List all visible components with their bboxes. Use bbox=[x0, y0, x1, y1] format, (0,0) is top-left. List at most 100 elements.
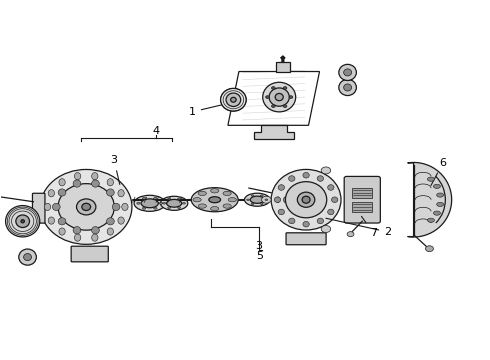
FancyBboxPatch shape bbox=[344, 176, 380, 223]
Ellipse shape bbox=[251, 195, 254, 197]
Ellipse shape bbox=[182, 203, 186, 204]
Ellipse shape bbox=[76, 199, 96, 215]
Ellipse shape bbox=[73, 226, 81, 234]
Ellipse shape bbox=[427, 218, 435, 222]
Ellipse shape bbox=[58, 184, 114, 230]
Ellipse shape bbox=[289, 218, 295, 224]
Text: 4: 4 bbox=[152, 126, 160, 135]
FancyBboxPatch shape bbox=[71, 246, 108, 262]
Text: 6: 6 bbox=[431, 158, 446, 185]
Ellipse shape bbox=[74, 234, 81, 241]
Ellipse shape bbox=[48, 190, 54, 197]
Ellipse shape bbox=[198, 204, 206, 208]
Ellipse shape bbox=[92, 180, 99, 187]
Ellipse shape bbox=[41, 170, 132, 244]
Ellipse shape bbox=[284, 197, 287, 202]
Ellipse shape bbox=[339, 64, 356, 81]
Ellipse shape bbox=[106, 189, 114, 196]
Ellipse shape bbox=[437, 202, 443, 207]
Ellipse shape bbox=[343, 84, 351, 91]
Ellipse shape bbox=[283, 87, 287, 89]
Ellipse shape bbox=[297, 192, 315, 207]
Ellipse shape bbox=[168, 198, 171, 200]
Ellipse shape bbox=[223, 204, 231, 208]
Ellipse shape bbox=[220, 88, 246, 111]
Ellipse shape bbox=[262, 196, 271, 203]
Ellipse shape bbox=[167, 199, 182, 207]
Ellipse shape bbox=[209, 197, 221, 203]
Ellipse shape bbox=[347, 231, 354, 237]
Ellipse shape bbox=[303, 172, 309, 178]
Bar bbox=[275, 62, 290, 72]
Ellipse shape bbox=[122, 203, 128, 211]
Ellipse shape bbox=[328, 209, 334, 215]
Ellipse shape bbox=[73, 180, 81, 187]
Ellipse shape bbox=[92, 234, 98, 241]
Ellipse shape bbox=[106, 218, 114, 225]
Ellipse shape bbox=[177, 207, 181, 208]
Ellipse shape bbox=[58, 189, 66, 196]
Ellipse shape bbox=[339, 80, 356, 95]
Ellipse shape bbox=[265, 199, 268, 201]
Ellipse shape bbox=[226, 93, 241, 107]
Ellipse shape bbox=[434, 211, 441, 215]
Ellipse shape bbox=[59, 228, 65, 235]
Ellipse shape bbox=[82, 203, 91, 211]
Ellipse shape bbox=[92, 226, 99, 234]
Ellipse shape bbox=[141, 199, 158, 208]
Ellipse shape bbox=[211, 207, 219, 211]
Ellipse shape bbox=[24, 253, 31, 261]
FancyArrow shape bbox=[281, 56, 285, 62]
Text: 5: 5 bbox=[256, 251, 263, 261]
Ellipse shape bbox=[289, 176, 295, 181]
Ellipse shape bbox=[154, 207, 157, 209]
Ellipse shape bbox=[317, 176, 323, 181]
Ellipse shape bbox=[278, 209, 285, 215]
Ellipse shape bbox=[271, 87, 275, 89]
Ellipse shape bbox=[5, 206, 40, 237]
Ellipse shape bbox=[245, 193, 270, 206]
Text: 7: 7 bbox=[362, 216, 377, 238]
Ellipse shape bbox=[246, 199, 249, 201]
Ellipse shape bbox=[134, 195, 165, 211]
Ellipse shape bbox=[231, 97, 236, 102]
Ellipse shape bbox=[48, 217, 54, 224]
Ellipse shape bbox=[58, 218, 66, 225]
Ellipse shape bbox=[321, 225, 331, 233]
Ellipse shape bbox=[191, 188, 238, 212]
Text: 1: 1 bbox=[189, 102, 235, 117]
Ellipse shape bbox=[250, 196, 264, 203]
Ellipse shape bbox=[303, 221, 309, 227]
Ellipse shape bbox=[59, 179, 65, 186]
Ellipse shape bbox=[143, 207, 146, 209]
Ellipse shape bbox=[269, 88, 289, 106]
Ellipse shape bbox=[160, 196, 188, 210]
Ellipse shape bbox=[198, 191, 206, 195]
Ellipse shape bbox=[107, 228, 114, 235]
Ellipse shape bbox=[271, 105, 275, 108]
Ellipse shape bbox=[277, 197, 279, 202]
Ellipse shape bbox=[16, 215, 29, 228]
Ellipse shape bbox=[92, 172, 98, 180]
Ellipse shape bbox=[143, 197, 146, 199]
Ellipse shape bbox=[434, 184, 441, 188]
Ellipse shape bbox=[159, 202, 163, 204]
Ellipse shape bbox=[107, 179, 114, 186]
Ellipse shape bbox=[177, 198, 181, 200]
Ellipse shape bbox=[112, 203, 120, 211]
Ellipse shape bbox=[425, 246, 434, 252]
Ellipse shape bbox=[193, 198, 201, 202]
Ellipse shape bbox=[211, 189, 219, 193]
Ellipse shape bbox=[286, 182, 327, 218]
Ellipse shape bbox=[266, 96, 270, 98]
Ellipse shape bbox=[251, 203, 254, 204]
Polygon shape bbox=[408, 162, 452, 237]
Ellipse shape bbox=[278, 185, 285, 190]
Ellipse shape bbox=[317, 218, 323, 224]
Bar bbox=[352, 188, 372, 198]
Ellipse shape bbox=[271, 170, 341, 230]
Bar bbox=[352, 202, 372, 212]
Ellipse shape bbox=[263, 82, 295, 112]
Polygon shape bbox=[253, 125, 294, 139]
Ellipse shape bbox=[154, 197, 157, 199]
